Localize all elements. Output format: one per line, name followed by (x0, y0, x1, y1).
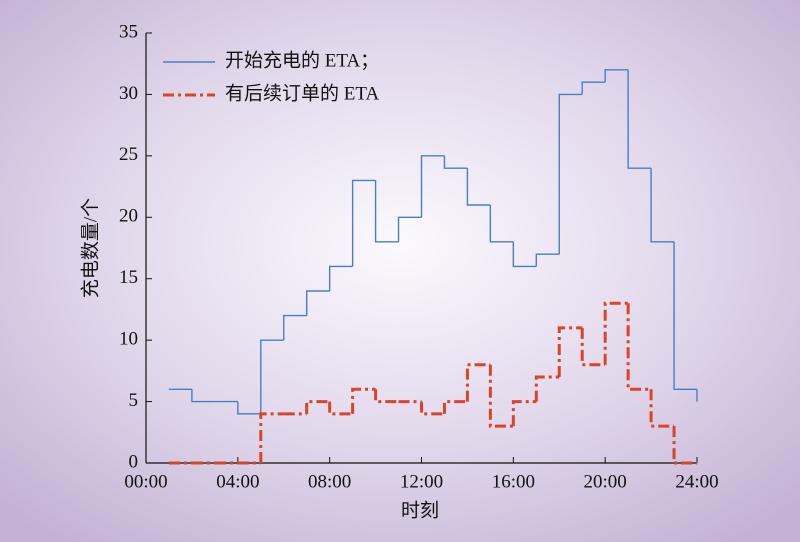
step-segment (557, 326, 583, 377)
step-segment (673, 241, 697, 390)
step-segment (626, 303, 652, 391)
step-segment (534, 375, 560, 402)
step-segment (512, 241, 537, 268)
step-segment (511, 400, 537, 427)
step-segment (558, 93, 583, 255)
step-segment (442, 400, 468, 414)
step-segment (535, 253, 560, 267)
step-segment (191, 389, 215, 403)
x-tick-label: 04:00 (216, 471, 259, 492)
step-segment (351, 179, 376, 267)
y-tick-label: 5 (129, 390, 139, 411)
step-segment (603, 301, 629, 365)
step-segment (328, 265, 353, 291)
step-segment (489, 205, 514, 243)
x-tick-label: 16:00 (492, 471, 535, 492)
step-segment (374, 180, 399, 243)
step-segment (306, 290, 330, 316)
x-tick-label: 24:00 (675, 471, 718, 492)
step-segment (328, 401, 353, 416)
step-segment (237, 401, 261, 415)
step-segment (305, 400, 330, 414)
step-segment (627, 69, 652, 169)
step-segment (580, 327, 606, 367)
x-tick-label: 00:00 (124, 471, 167, 492)
step-segment (581, 81, 606, 95)
step-segment (672, 426, 697, 465)
step-segment (420, 401, 445, 416)
legend-label: 开始充电的 ETA； (225, 49, 379, 71)
step-segment (351, 387, 376, 414)
step-segment (443, 155, 468, 169)
y-tick-label: 30 (119, 83, 138, 104)
x-tick-label: 12:00 (400, 471, 443, 492)
legend-label: 有后续订单的 ETA (225, 82, 379, 104)
y-tick-label: 20 (119, 206, 138, 227)
step-segment (465, 363, 491, 402)
step-segment (374, 389, 399, 404)
step-segment (649, 389, 675, 428)
y-tick-label: 0 (129, 451, 139, 472)
step-segment (420, 155, 445, 218)
step-segment (488, 364, 514, 428)
y-tick-label: 25 (119, 144, 138, 165)
step-segment (466, 168, 491, 206)
step-segment (397, 216, 422, 242)
step-segment (259, 412, 284, 463)
y-tick-label: 10 (119, 329, 138, 350)
x-axis-label: 时刻 (401, 499, 439, 521)
y-axis-label: 充电数量/个 (79, 198, 101, 298)
x-tick-label: 08:00 (308, 471, 351, 492)
step-segment (283, 314, 307, 341)
y-tick-label: 35 (119, 21, 138, 42)
step-segment (260, 339, 284, 414)
step-segment (650, 168, 675, 243)
y-tick-label: 15 (119, 267, 138, 288)
x-tick-label: 20:00 (584, 471, 627, 492)
step-segment (604, 69, 629, 83)
